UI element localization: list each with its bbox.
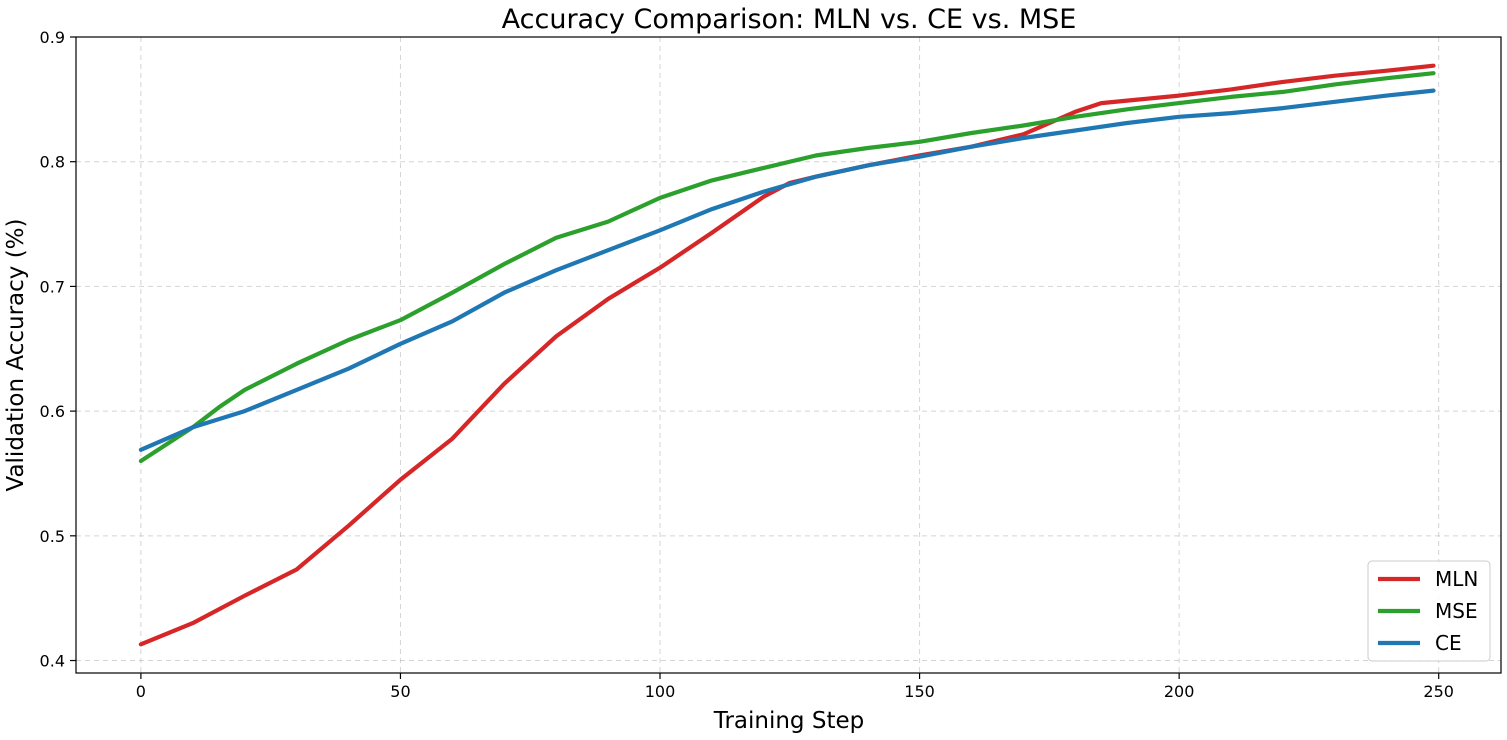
x-tick-label: 100 bbox=[645, 682, 676, 701]
series-line-ce bbox=[138, 88, 1436, 452]
legend-label-mse: MSE bbox=[1435, 599, 1478, 623]
legend: MLN MSE CE bbox=[1367, 560, 1491, 662]
legend-label-mln: MLN bbox=[1435, 567, 1478, 591]
y-tick-label: 0.4 bbox=[40, 652, 65, 671]
y-tick-label: 0.8 bbox=[40, 153, 65, 172]
x-tick-label: 250 bbox=[1423, 682, 1454, 701]
x-tick-label: 50 bbox=[390, 682, 410, 701]
grid bbox=[76, 36, 1501, 673]
legend-label-ce: CE bbox=[1435, 631, 1462, 655]
y-axis-title: Validation Accuracy (%) bbox=[3, 218, 29, 491]
x-axis-title: Training Step bbox=[713, 708, 864, 734]
x-tick-label: 150 bbox=[904, 682, 935, 701]
plot-frame bbox=[75, 36, 1502, 674]
y-tick-label: 0.6 bbox=[40, 402, 65, 421]
series-line-mln bbox=[138, 63, 1436, 647]
series-line-mse bbox=[138, 71, 1436, 464]
y-tick-label: 0.9 bbox=[40, 28, 65, 47]
legend-box bbox=[1367, 560, 1491, 662]
x-tick-label: 200 bbox=[1164, 682, 1195, 701]
y-tick-label: 0.5 bbox=[40, 527, 65, 546]
ticks: 0 50 100 150 200 250 0.4 0.5 0.6 0.7 0.8 0.9 bbox=[40, 28, 1454, 701]
chart-title: Accuracy Comparison: MLN vs. CE vs. MSE bbox=[502, 4, 1077, 35]
x-tick-label: 0 bbox=[136, 682, 146, 701]
series-group bbox=[138, 63, 1436, 647]
y-tick-label: 0.7 bbox=[40, 277, 65, 296]
